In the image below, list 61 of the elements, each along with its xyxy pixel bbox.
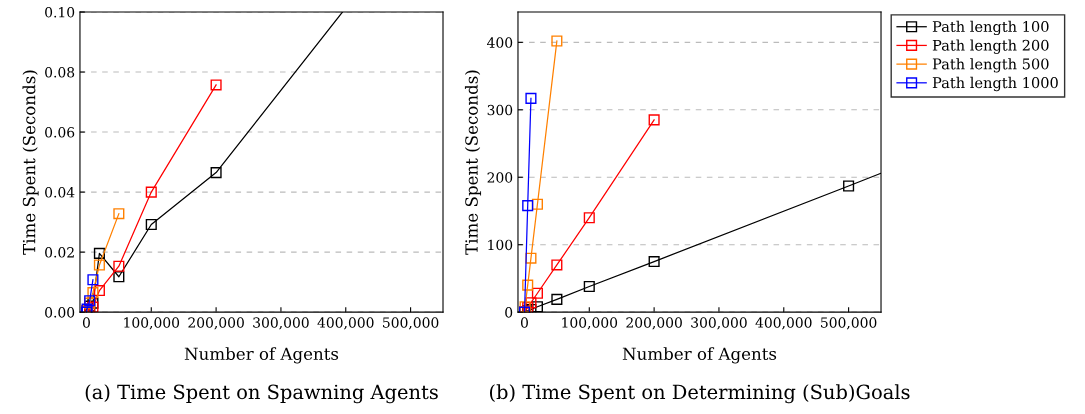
x-tick-label: 200,000 [626, 317, 682, 330]
point [648, 256, 660, 268]
y-tick-label: 400 [487, 37, 513, 48]
y-tick-label: 100 [488, 239, 513, 251]
y-tick-label: 200 [487, 172, 513, 183]
point [93, 284, 105, 297]
x-axis-title: Number of Agents [622, 347, 777, 364]
x-tick-label: 0 [520, 317, 528, 328]
legend-label: Path length 1000 [932, 76, 1058, 92]
x-tick-label: 100,000 [124, 317, 180, 330]
point [145, 186, 157, 198]
x-tick-label: 500,000 [821, 317, 877, 330]
point [87, 287, 99, 299]
y-tick-label: 0.10 [45, 6, 75, 18]
y-axis-title: Time Spent (Seconds) [22, 70, 39, 255]
point [525, 92, 537, 104]
point [113, 260, 125, 272]
x-tick-label: 200,000 [188, 317, 244, 330]
point [843, 180, 855, 192]
point [551, 259, 563, 271]
legend-label: Path length 500 [932, 58, 1049, 73]
point [583, 280, 595, 293]
x-axis-title: Number of Agents [184, 347, 339, 364]
point [93, 259, 105, 271]
text: (b) Time Spent on Determining (Sub)Goals [490, 384, 910, 404]
point [531, 287, 543, 299]
point [210, 167, 222, 179]
point [551, 35, 563, 47]
y-tick-label: 0.08 [45, 67, 75, 78]
x-tick-label: 400,000 [755, 317, 812, 330]
point [210, 79, 222, 91]
point [87, 274, 99, 286]
y-tick-label: 0.04 [45, 187, 75, 198]
y-tick-label: 300 [487, 104, 513, 116]
x-tick-label: 500,000 [383, 317, 439, 330]
x-tick-label: 400,000 [317, 317, 374, 330]
x-tick-label: 100,000 [562, 317, 618, 330]
y-tick-label: 0 [505, 307, 513, 318]
point [551, 293, 563, 305]
text: (a) Time Spent on Spawning Agents [85, 384, 438, 404]
x-tick-label: 300,000 [253, 317, 309, 330]
point [525, 252, 537, 264]
point [531, 301, 543, 313]
point [583, 212, 595, 224]
legend-label: Path length 100 [932, 20, 1049, 36]
point [145, 218, 157, 231]
x-tick-label: 300,000 [691, 317, 747, 330]
point [522, 279, 534, 291]
point [648, 114, 660, 126]
y-tick-label: 0.06 [45, 127, 75, 138]
point [113, 208, 125, 220]
point [113, 271, 125, 283]
x-tick-label: 0 [82, 317, 90, 328]
y-tick-label: 0.00 [45, 307, 75, 318]
point [531, 198, 543, 210]
y-axis-title: Time Spent (Seconds) [464, 70, 482, 255]
legend-label: Path length 200 [932, 39, 1049, 54]
point [522, 200, 534, 212]
point [525, 297, 537, 309]
y-tick-label: 0.02 [45, 247, 74, 258]
point [93, 247, 105, 259]
